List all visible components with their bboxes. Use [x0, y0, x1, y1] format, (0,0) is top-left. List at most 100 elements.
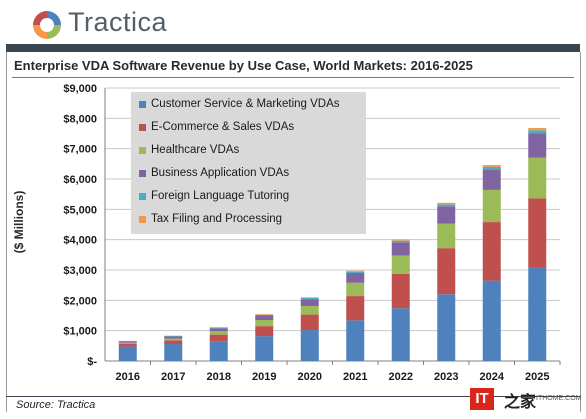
header-bar: [6, 44, 580, 52]
x-tick-label: 2022: [389, 371, 413, 383]
y-tick-label: $3,000: [63, 265, 97, 277]
legend-label: E-Commerce & Sales VDAs: [151, 121, 295, 133]
bar-segment: [209, 331, 228, 335]
bar-segment: [482, 165, 501, 167]
source-note: Source: Tractica: [16, 399, 96, 411]
chart-frame: [6, 52, 581, 412]
legend-item: E-Commerce & Sales VDAs: [139, 119, 294, 135]
bar-segment: [209, 327, 228, 329]
x-tick-label: 2016: [116, 371, 140, 383]
chart-legend: Customer Service & Marketing VDAs E-Comme…: [131, 92, 366, 234]
x-tick-label: 2024: [480, 371, 505, 383]
legend-swatch: [139, 192, 146, 200]
x-tick-label: 2023: [434, 371, 458, 383]
bar-segment: [164, 340, 183, 345]
bar-segment: [391, 255, 410, 274]
bar-segment: [437, 204, 456, 207]
bar-segment: [300, 299, 319, 307]
bar-segment: [528, 128, 547, 131]
bar-segment: [482, 280, 501, 361]
bar-segment: [346, 270, 365, 272]
bar-segment: [255, 326, 274, 337]
bar-segment: [346, 271, 365, 274]
legend-label: Healthcare VDAs: [151, 144, 240, 156]
x-tick-label: 2019: [252, 371, 276, 383]
bar-segment: [300, 297, 319, 299]
bar-segment: [528, 267, 547, 361]
bar-segment: [255, 336, 274, 361]
bar-segment: [528, 198, 547, 268]
x-tick-label: 2020: [298, 371, 322, 383]
chart-title: Enterprise VDA Software Revenue by Use C…: [14, 58, 473, 73]
bar-segment: [209, 334, 228, 342]
y-tick-label: $1,000: [63, 326, 97, 338]
watermark-small-text: ITHOME.COM: [536, 395, 582, 402]
footer-divider: [6, 396, 580, 397]
logo-text: Tractica: [68, 7, 168, 37]
x-tick-label: 2025: [525, 371, 549, 383]
bar-segment: [437, 294, 456, 361]
x-tick-label: 2017: [161, 371, 185, 383]
tractica-swirl-logo-icon: [33, 11, 61, 39]
legend-item: Foreign Language Tutoring: [139, 188, 289, 204]
legend-swatch: [139, 100, 146, 108]
bar-segment: [528, 130, 547, 134]
legend-label: Customer Service & Marketing VDAs: [151, 98, 340, 110]
bar-segment: [437, 223, 456, 249]
bar-segment: [437, 206, 456, 224]
tractica-logo: Tractica: [30, 5, 190, 45]
y-tick-label: $8,000: [63, 113, 97, 125]
bar-segment: [391, 242, 410, 256]
bar-segment: [346, 320, 365, 361]
legend-item: Healthcare VDAs: [139, 142, 239, 158]
legend-label: Foreign Language Tutoring: [151, 190, 290, 202]
watermark-mark: IT: [470, 388, 494, 410]
bar-segment: [209, 341, 228, 361]
bar-segment: [118, 342, 137, 345]
bar-segment: [346, 296, 365, 321]
legend-swatch: [139, 123, 146, 131]
bar-segment: [164, 336, 183, 339]
y-tick-label: $5,000: [63, 204, 97, 216]
legend-item: Customer Service & Marketing VDAs: [139, 96, 340, 112]
bar-segment: [255, 314, 274, 315]
title-divider: [12, 77, 574, 78]
legend-item: Business Application VDAs: [139, 165, 289, 181]
y-tick-label: $9,000: [63, 83, 97, 95]
bar-segment: [346, 282, 365, 297]
bar-segment: [255, 320, 274, 327]
bar-segment: [118, 346, 137, 361]
bar-segment: [391, 273, 410, 309]
watermark: IT 之家 ITHOME.COM: [470, 388, 582, 414]
bar-segment: [391, 240, 410, 243]
bar-segment: [255, 315, 274, 321]
y-tick-label: $-: [87, 356, 97, 368]
bar-segment: [164, 338, 183, 341]
bar-segment: [437, 248, 456, 295]
bar-segment: [528, 157, 547, 199]
legend-swatch: [139, 169, 146, 177]
y-tick-label: $2,000: [63, 295, 97, 307]
bar-segment: [300, 298, 319, 300]
legend-item: Tax Filing and Processing: [139, 211, 282, 227]
bar-segment: [300, 330, 319, 361]
bar-segment: [528, 133, 547, 158]
watermark-text: 之家: [504, 394, 537, 411]
legend-label: Business Application VDAs: [151, 167, 290, 179]
x-tick-label: 2018: [207, 371, 231, 383]
bar-segment: [118, 344, 137, 347]
bar-segment: [482, 169, 501, 190]
bar-segment: [482, 222, 501, 281]
y-tick-label: $6,000: [63, 174, 97, 186]
y-tick-label: $7,000: [63, 144, 97, 156]
bar-segment: [255, 314, 274, 316]
bar-segment: [482, 166, 501, 170]
legend-swatch: [139, 215, 146, 223]
bar-segment: [118, 341, 137, 343]
y-tick-label: $4,000: [63, 235, 97, 247]
legend-swatch: [139, 146, 146, 154]
x-tick-label: 2021: [343, 371, 367, 383]
bar-segment: [209, 328, 228, 332]
bar-segment: [391, 239, 410, 241]
